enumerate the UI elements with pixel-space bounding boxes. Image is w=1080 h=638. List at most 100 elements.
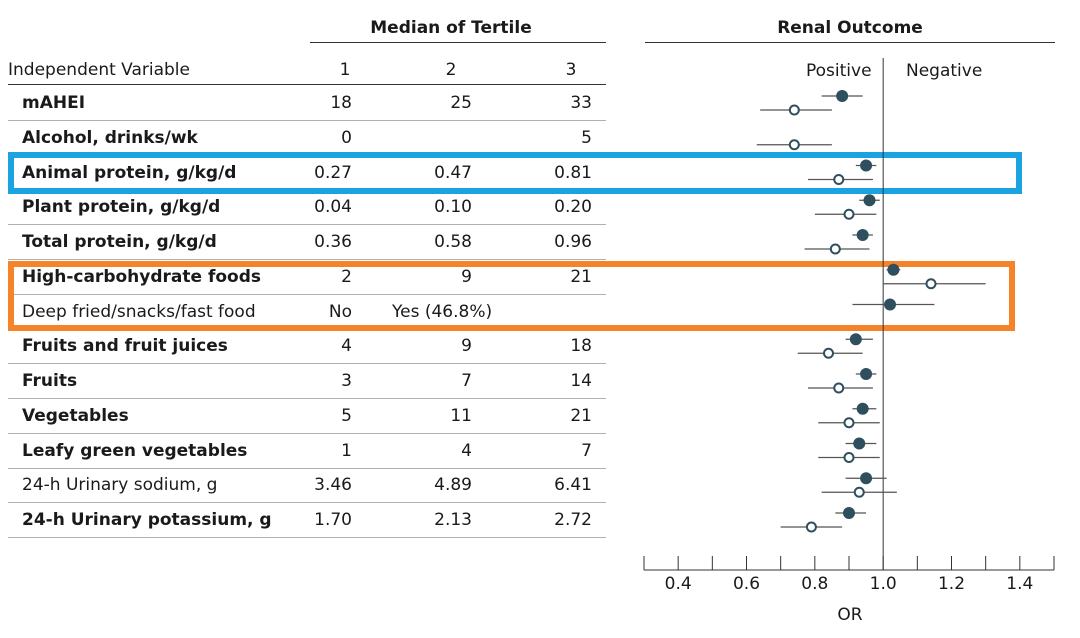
tertile-2-value: 25 <box>450 93 472 113</box>
x-tick-label: 0.4 <box>665 574 692 594</box>
or-point-filled <box>836 90 849 102</box>
tertile-3-value: 0.96 <box>554 232 592 252</box>
tertile-3-header: 3 <box>565 60 577 80</box>
tertile-3-value: 33 <box>570 93 592 113</box>
or-point-open <box>833 382 845 394</box>
row-label: Leafy green vegetables <box>22 440 248 461</box>
tertile-1-value: 0.36 <box>314 232 352 252</box>
tertile-2-value: 9 <box>461 266 472 287</box>
animal-protein-highlight-box <box>8 152 1022 194</box>
tertile-1-value: 1 <box>341 440 352 461</box>
tertile-1-value: 3 <box>341 371 352 391</box>
row-divider <box>8 537 606 538</box>
or-point-open <box>829 243 841 255</box>
x-axis-label: OR <box>837 605 863 625</box>
positive-label: Positive <box>806 61 872 81</box>
tertile-1-value: 0.27 <box>314 162 352 183</box>
negative-label: Negative <box>906 61 983 81</box>
or-point-filled <box>863 194 876 207</box>
row-label: High-carbohydrate foods <box>22 266 261 287</box>
tertile-2-value: 9 <box>461 336 472 357</box>
row-divider <box>8 120 606 121</box>
variable-column-header: Independent Variable <box>8 60 190 80</box>
tertile-1-value: 1.70 <box>314 510 352 530</box>
or-point-open <box>843 452 855 463</box>
tertile-1-header: 1 <box>339 60 351 80</box>
or-point-open <box>823 347 834 359</box>
tertile-3-value: 14 <box>570 371 592 391</box>
tertile-2-value: 0.58 <box>434 232 472 252</box>
tertile-2-value: 4 <box>461 440 472 461</box>
tertile-1-value: 4 <box>341 336 352 357</box>
x-tick-label: 0.8 <box>801 574 828 594</box>
tertile-2-value: 0.47 <box>434 162 472 183</box>
tertile-1-value: 0 <box>341 127 352 148</box>
or-point-open <box>843 208 855 220</box>
tertile-1-value: 3.46 <box>314 475 352 496</box>
tertile-2-value: 0.10 <box>434 197 472 218</box>
row-divider <box>8 433 606 434</box>
or-point-open <box>843 417 855 429</box>
tertile-3-value: 0.20 <box>554 197 592 218</box>
row-label: Fruits and fruit juices <box>22 336 228 357</box>
forest-title-rule <box>645 42 1055 43</box>
tertile-1-value: 5 <box>341 405 352 426</box>
or-point-filled <box>853 437 866 450</box>
forest-title: Renal Outcome <box>777 18 923 38</box>
row-divider <box>8 259 606 260</box>
row-label: Fruits <box>22 371 78 391</box>
tertile-group-rule <box>310 42 606 43</box>
or-point-filled <box>860 368 873 380</box>
or-point-open <box>853 486 865 498</box>
or-point-filled <box>887 263 900 276</box>
tertile-2-value: Yes (46.8%) <box>392 301 493 322</box>
tertile-3-value: 0.81 <box>554 162 592 183</box>
x-tick-label: 1.4 <box>1006 574 1033 594</box>
row-label: 24-h Urinary potassium, g <box>22 510 272 530</box>
row-divider <box>8 398 606 399</box>
or-point-filled <box>856 402 869 415</box>
row-label: 24-h Urinary sodium, g <box>22 475 218 496</box>
tertile-2-value: 7 <box>461 371 472 391</box>
row-label: Total protein, g/kg/d <box>22 232 217 252</box>
row-divider <box>8 502 606 503</box>
or-point-filled <box>849 333 862 346</box>
tertile-1-value: 2 <box>341 266 352 287</box>
tertile-2-value: 4.89 <box>434 475 472 496</box>
or-point-open <box>805 521 817 533</box>
row-label: Animal protein, g/kg/d <box>22 162 237 183</box>
carb-and-fried-food-highlight-box <box>8 261 1015 331</box>
or-point-filled <box>884 298 896 311</box>
tertile-3-value: 21 <box>570 266 592 287</box>
tertile-3-value: 2.72 <box>554 510 592 530</box>
tertile-3-value: 7 <box>581 440 592 461</box>
row-divider <box>8 294 606 295</box>
tertile-2-value: 2.13 <box>434 510 472 530</box>
tertile-2-header: 2 <box>445 60 457 80</box>
tertile-3-value: 21 <box>570 405 592 426</box>
row-label: Alcohol, drinks/wk <box>22 127 198 148</box>
tertile-group-header: Median of Tertile <box>370 18 532 38</box>
row-label: mAHEI <box>22 93 86 113</box>
or-point-filled <box>860 472 873 485</box>
tertile-3-value: 18 <box>570 336 592 357</box>
or-point-open <box>833 174 845 185</box>
tertile-1-value: No <box>328 301 352 322</box>
x-tick-label: 1.0 <box>870 574 897 594</box>
or-point-open <box>925 278 937 290</box>
or-point-open <box>788 139 800 151</box>
row-divider <box>8 363 606 364</box>
tertile-1-value: 0.04 <box>314 197 352 218</box>
tertile-2-value: 11 <box>450 405 472 426</box>
tertile-3-value: 5 <box>581 127 592 148</box>
or-point-filled <box>860 159 873 172</box>
or-point-filled <box>843 507 855 519</box>
x-tick-label: 1.2 <box>938 574 965 594</box>
row-divider <box>8 468 606 469</box>
row-label: Vegetables <box>22 405 129 426</box>
table-header-rule <box>8 84 606 85</box>
x-tick-label: 0.6 <box>733 574 760 594</box>
or-point-open <box>788 104 800 116</box>
tertile-3-value: 6.41 <box>554 475 592 496</box>
